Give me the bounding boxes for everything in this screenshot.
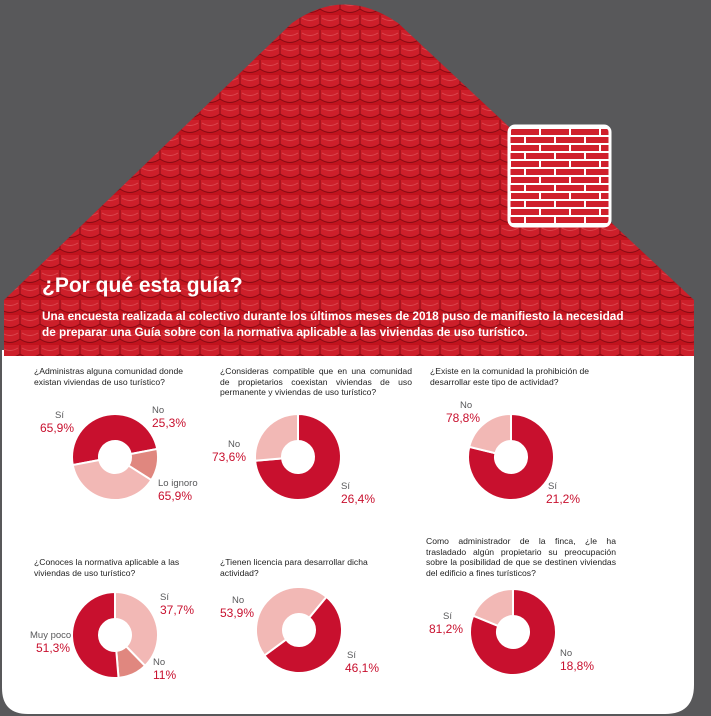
donut-3-slice-sí — [468, 412, 512, 455]
chart6-value-no: 18,8% — [560, 659, 595, 673]
chart2-value-si: 26,4% — [341, 492, 376, 506]
chart4-value-muy-poco: 51,3% — [36, 641, 71, 655]
donut-4-slice-sí — [114, 590, 159, 668]
donut-4-slice-muy-poco — [71, 590, 120, 679]
donut-chart-1 — [71, 413, 159, 501]
intro-text: Una encuesta realizada al colectivo dura… — [42, 309, 624, 339]
donut-1-slice-lo-ignoro — [71, 458, 153, 501]
chart2-label-si: Sí — [341, 481, 350, 492]
chart5-question: ¿Tienen licencia para desarrollar dicha … — [220, 557, 368, 578]
donut-chart-3 — [467, 412, 555, 501]
donut-chart-2 — [254, 412, 342, 501]
chimney — [507, 124, 612, 228]
chart1-value-no: 25,3% — [152, 416, 187, 430]
chart5-label-si: Sí — [347, 650, 356, 661]
chart3-question: ¿Existe en la comunidad la prohibición d… — [430, 366, 590, 387]
chart2-value-no: 73,6% — [212, 450, 247, 464]
chart6-label-no: No — [560, 648, 573, 659]
chart6-question: Como administrador de la finca, ¿le ha t… — [426, 536, 616, 578]
chart1-question: ¿Administras alguna comunidad donde exis… — [34, 366, 184, 387]
chart4-value-no: 11% — [153, 668, 177, 682]
chart4-label-no: No — [153, 657, 166, 668]
roof — [4, 4, 694, 356]
donut-chart-4 — [71, 590, 159, 679]
chart1-label-no: No — [152, 405, 165, 416]
chart3-value-no: 78,8% — [446, 411, 481, 425]
chart6-value-si: 81,2% — [429, 622, 464, 636]
chart1-label-lo-ignoro: Lo ignoro — [158, 478, 198, 489]
donut-6-slice-no — [471, 587, 514, 628]
donut-chart-5 — [255, 586, 343, 674]
chart4-value-si: 37,7% — [160, 603, 195, 617]
chart4-label-muy-poco: Muy poco — [30, 630, 72, 641]
chart3-label-si: Sí — [548, 481, 557, 492]
chart6-label-si: Sí — [443, 611, 452, 622]
chart5-value-si: 46,1% — [345, 661, 380, 675]
chart4-question: ¿Conoces la normativa aplicable a las vi… — [34, 557, 180, 578]
chart1-value-si: 65,9% — [40, 421, 75, 435]
chart5-value-no: 53,9% — [220, 606, 255, 620]
chart3-value-si: 21,2% — [546, 492, 581, 506]
donut-2-slice-sí — [254, 412, 299, 462]
donut-2-slice-no — [254, 412, 342, 501]
chart4-label-si: Sí — [160, 592, 169, 603]
roof-shade — [4, 4, 694, 356]
chart2-label-no: No — [228, 439, 241, 450]
donut-3-slice-no — [467, 412, 555, 501]
chart1-label-si: Sí — [55, 410, 64, 421]
section-title: ¿Por qué esta guía? — [42, 274, 243, 297]
chart3-label-no: No — [460, 400, 473, 411]
donut-6-slice-sí — [469, 587, 557, 676]
donut-5-slice-sí — [255, 586, 328, 657]
donut-5-slice-no — [262, 595, 343, 674]
chart5-label-no: No — [232, 595, 245, 606]
donut-chart-6 — [469, 587, 557, 676]
chart2-question: ¿Consideras compatible que en una comuni… — [220, 366, 412, 397]
chart1-value-lo-ignoro: 65,9% — [158, 489, 193, 503]
